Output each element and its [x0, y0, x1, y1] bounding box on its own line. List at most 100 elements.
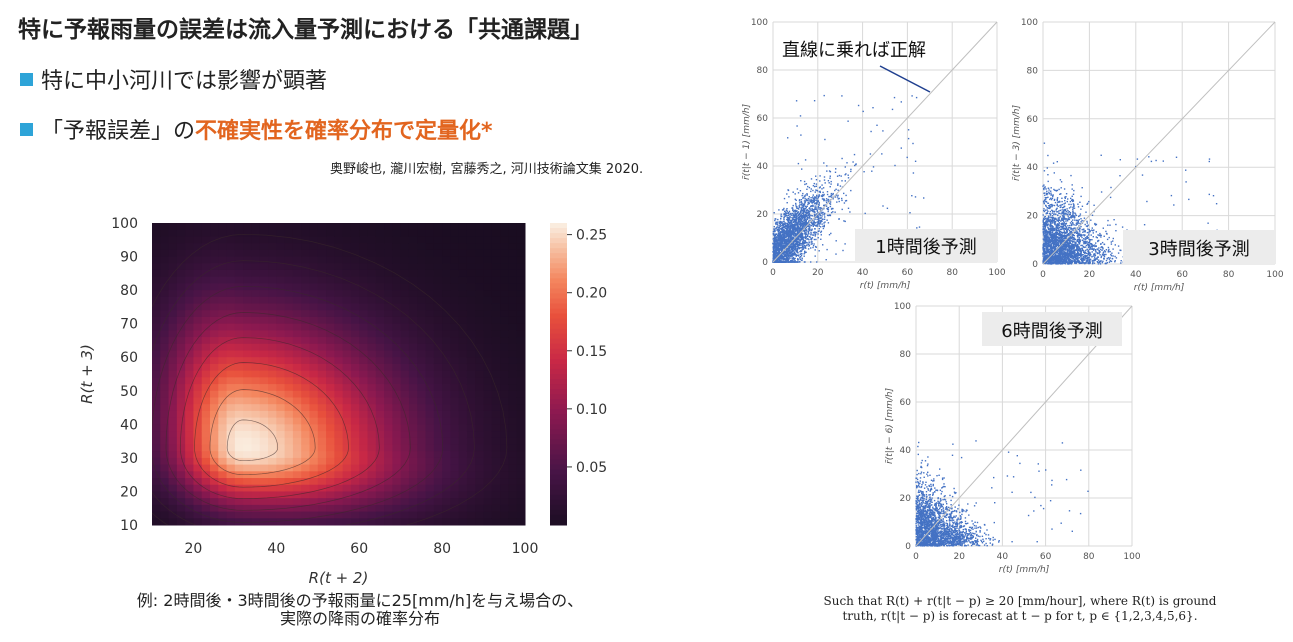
scatter-point	[806, 235, 809, 237]
heatmap-cell	[334, 431, 344, 439]
heatmap-cell	[334, 504, 344, 513]
scatter-point	[773, 259, 775, 261]
heatmap-cell	[193, 310, 203, 318]
heatmap-cell	[491, 484, 501, 492]
scatter-point	[797, 258, 799, 260]
scatter-point	[787, 220, 789, 222]
heatmap-cell	[334, 424, 344, 432]
heatmap-cell	[334, 390, 344, 398]
heatmap-cell	[259, 377, 269, 385]
heatmap-cell	[168, 229, 178, 237]
scatter-point	[800, 229, 802, 231]
heatmap-cell	[466, 243, 476, 251]
heatmap-cell	[367, 303, 377, 311]
heatmap-cell	[367, 437, 377, 445]
scatter-point	[810, 238, 812, 240]
heatmap-cell	[500, 276, 509, 284]
scatter-point	[823, 199, 826, 201]
scatter-point	[781, 226, 783, 229]
heatmap-cell	[433, 504, 443, 513]
heatmap-cell	[508, 478, 518, 486]
scatter-point	[777, 234, 779, 236]
heatmap-cell	[417, 290, 427, 298]
colorbar-segment	[550, 439, 567, 445]
scatter-point	[782, 226, 784, 228]
heatmap-cell	[276, 343, 286, 352]
scatter-point	[776, 253, 778, 255]
heatmap-cell	[458, 330, 468, 338]
heatmap-cell	[350, 491, 360, 499]
scatter-point	[816, 203, 818, 205]
heatmap-cell	[400, 451, 410, 459]
heatmap-cell	[317, 363, 327, 372]
scatter-point	[843, 220, 845, 222]
heatmap-cell	[326, 310, 335, 318]
scatter-point	[815, 213, 818, 215]
scatter-point	[778, 257, 780, 259]
heatmap-cell	[268, 223, 277, 231]
heatmap-cell	[268, 484, 277, 492]
heatmap-cell	[226, 417, 236, 425]
heatmap-cell	[243, 444, 252, 452]
heatmap-cell	[516, 397, 526, 405]
scatter-point	[781, 245, 784, 247]
heatmap-cell	[408, 249, 418, 258]
heatmap-cell	[433, 303, 443, 311]
heatmap-cell	[342, 290, 352, 298]
colorbar-segment	[550, 494, 567, 501]
heatmap-cell	[210, 337, 219, 345]
heatmap-cell	[408, 397, 418, 405]
y-tick-label: 40	[757, 162, 769, 172]
scatter-point	[790, 220, 793, 222]
scatter-point	[803, 253, 805, 255]
heatmap-cell	[425, 504, 435, 513]
scatter-point	[810, 178, 813, 180]
scatter-point	[785, 228, 787, 230]
heatmap-cell	[367, 444, 377, 452]
colorbar-segment	[550, 489, 567, 496]
heatmap-cell	[516, 223, 526, 231]
scatter-point	[781, 253, 783, 255]
heatmap-cell	[160, 269, 170, 278]
scatter-point	[773, 249, 776, 251]
heatmap-cell	[193, 498, 203, 506]
heatmap-cell	[367, 397, 377, 405]
colorbar-segment	[550, 374, 567, 380]
scatter-point	[802, 236, 804, 238]
scatter-point	[775, 240, 777, 242]
heatmap-cell	[309, 437, 319, 445]
heatmap-cell	[367, 290, 377, 298]
heatmap-cell	[433, 323, 443, 331]
heatmap-cell	[210, 390, 219, 398]
heatmap-cell	[152, 410, 161, 419]
heatmap-cell	[508, 269, 518, 278]
scatter-point	[796, 261, 799, 263]
scatter-point	[805, 232, 807, 234]
heatmap-cell	[375, 478, 385, 486]
heatmap-cell	[350, 417, 360, 425]
scatter-point	[795, 234, 797, 237]
heatmap-cell	[417, 397, 427, 405]
x-tick-label: 80	[433, 541, 451, 557]
scatter-point	[786, 251, 788, 253]
heatmap-cell	[367, 377, 377, 385]
scatter-point	[797, 254, 799, 257]
scatter-point	[798, 206, 801, 208]
scatter-point	[793, 215, 796, 217]
scatter-point	[813, 198, 816, 201]
heatmap-cell	[417, 377, 427, 385]
scatter-point	[806, 193, 808, 195]
scatter-point	[790, 212, 792, 215]
heatmap-cell	[475, 404, 485, 412]
scatter-point	[805, 236, 808, 238]
heatmap-cell	[483, 498, 493, 506]
y-tick-label: 100	[111, 216, 138, 232]
scatter-point	[795, 244, 797, 246]
heatmap-cell	[284, 236, 294, 244]
scatter-point	[788, 229, 790, 231]
heatmap-cell	[259, 296, 269, 305]
heatmap-cell	[226, 316, 236, 325]
scatter-point	[803, 244, 805, 247]
scatter-point	[773, 258, 775, 260]
scatter-point	[810, 247, 812, 249]
